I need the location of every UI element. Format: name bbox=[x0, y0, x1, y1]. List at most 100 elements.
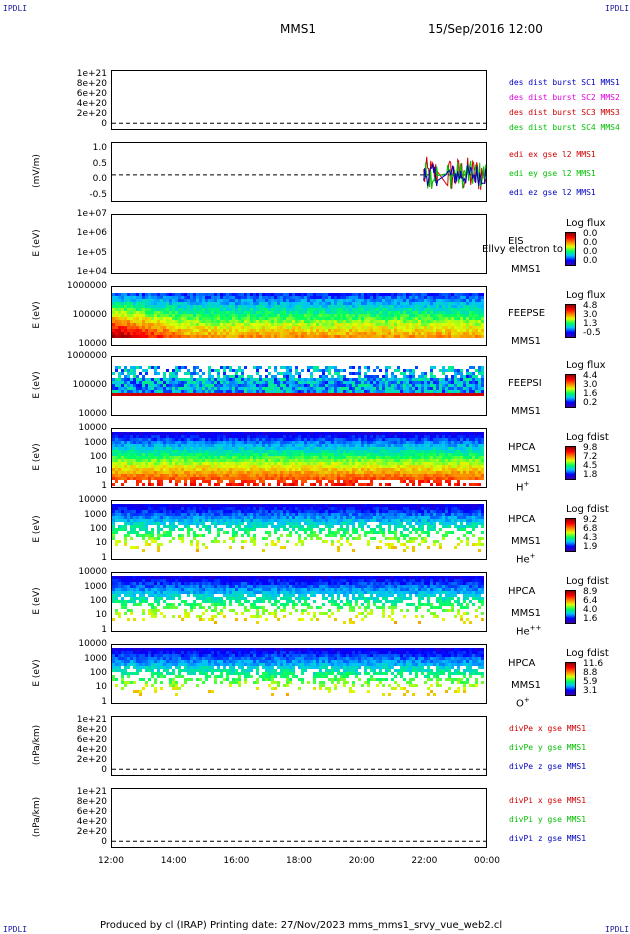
series-line-1 bbox=[423, 156, 486, 190]
y-axis-title: E (eV) bbox=[32, 587, 42, 615]
spacecraft-title: MMS1 bbox=[280, 22, 316, 36]
y-tick-label: 10000 bbox=[78, 639, 107, 650]
spacecraft-label: MMS1 bbox=[511, 536, 541, 547]
spacecraft-label: MMS1 bbox=[511, 264, 541, 275]
instrument-label: EIS bbox=[508, 236, 524, 247]
y-tick-label: 8e+20 bbox=[76, 78, 107, 89]
plot-area bbox=[112, 215, 486, 273]
y-tick-label: 1e+04 bbox=[76, 266, 107, 277]
corner-label-top-right: IPDLI bbox=[605, 4, 630, 13]
y-axis-title: (mV/m) bbox=[32, 154, 42, 188]
y-tick-label: 1e+06 bbox=[76, 228, 107, 239]
y-tick-label: 100 bbox=[89, 596, 107, 606]
species-charge: + bbox=[523, 480, 530, 488]
y-tick-label: 10000 bbox=[78, 567, 107, 578]
x-tick-label: 00:00 bbox=[474, 856, 500, 866]
plot-area bbox=[112, 648, 484, 696]
y-tick-label: 10 bbox=[95, 538, 107, 549]
colorbar-tick-label: 1.6 bbox=[583, 614, 598, 624]
y-tick-label: 1000 bbox=[84, 653, 107, 664]
spectrogram-panel bbox=[111, 428, 487, 488]
y-tick-label: 0.0 bbox=[92, 174, 107, 185]
colorbar-tick-label: 7.2 bbox=[583, 452, 598, 462]
species-name: He bbox=[516, 554, 530, 566]
spectrogram-panel bbox=[111, 644, 487, 704]
corner-label-bottom-left: IPDLI bbox=[3, 925, 28, 934]
y-tick-label: 1e+21 bbox=[76, 68, 107, 79]
colorbar bbox=[565, 590, 576, 624]
legend-entry: divPi y gse MMS1 bbox=[509, 815, 587, 824]
y-tick-label: 4e+20 bbox=[76, 745, 107, 756]
colorbar bbox=[565, 662, 576, 696]
species-charge: ++ bbox=[529, 624, 542, 632]
y-tick-label: 1e+05 bbox=[76, 247, 107, 258]
y-tick-label: 1e+07 bbox=[76, 209, 107, 220]
y-tick-label: 100 bbox=[89, 668, 107, 678]
y-tick-label: 10000 bbox=[78, 338, 107, 349]
y-tick-label: 4e+20 bbox=[76, 817, 107, 828]
colorbar-tick-label: 8.8 bbox=[583, 668, 598, 678]
y-axis-title: E (eV) bbox=[32, 371, 42, 399]
legend-entry: des dist burst SC3 MMS3 bbox=[509, 108, 620, 117]
y-tick-label: 10000 bbox=[78, 495, 107, 506]
y-tick-label: 100 bbox=[89, 452, 107, 462]
legend-entry: edi ez gse l2 MMS1 bbox=[509, 188, 596, 197]
legend-entry: edi ex gse l2 MMS1 bbox=[509, 150, 596, 159]
colorbar bbox=[565, 374, 576, 408]
colorbar-tick-label: 1.3 bbox=[583, 319, 598, 329]
x-tick-label: 18:00 bbox=[286, 856, 312, 866]
colorbar-tick-label: 1.8 bbox=[583, 470, 598, 480]
colorbar-tick-label: 0.2 bbox=[583, 398, 598, 408]
colorbar-tick-label: 0.0 bbox=[583, 256, 598, 266]
y-tick-label: 0.5 bbox=[92, 158, 107, 169]
colorbar-tick-label: 9.2 bbox=[583, 515, 598, 525]
colorbar-tick-label: 1.6 bbox=[583, 389, 598, 399]
colorbar bbox=[565, 518, 576, 552]
legend-entry: edi ey gse l2 MMS1 bbox=[509, 169, 596, 178]
y-tick-label: 100 bbox=[89, 524, 107, 534]
spacecraft-label: MMS1 bbox=[511, 406, 541, 417]
plot-area bbox=[112, 366, 484, 396]
y-tick-label: 10000 bbox=[78, 423, 107, 434]
colorbar-title: Log flux bbox=[566, 290, 606, 301]
y-tick-label: 10 bbox=[95, 610, 107, 621]
colorbar-tick-label: 0.0 bbox=[583, 229, 598, 239]
colorbar-tick-label: 3.1 bbox=[583, 686, 598, 696]
y-axis-title: E (eV) bbox=[32, 301, 42, 329]
colorbar-title: Log fdist bbox=[566, 576, 609, 587]
spacecraft-label: MMS1 bbox=[511, 608, 541, 619]
y-axis-title: (nPa/km) bbox=[32, 724, 42, 766]
x-tick-label: 12:00 bbox=[98, 856, 124, 866]
plot-area bbox=[112, 504, 484, 552]
colorbar-tick-label: -0.5 bbox=[583, 328, 601, 338]
spectrogram-panel bbox=[111, 214, 487, 274]
legend-entry: des dist burst SC4 MMS4 bbox=[509, 123, 620, 132]
y-tick-label: 1 bbox=[101, 696, 107, 707]
colorbar-tick-label: 4.5 bbox=[583, 461, 598, 471]
y-tick-label: 10 bbox=[95, 466, 107, 477]
timeseries-panel bbox=[111, 142, 487, 202]
species-label: He+ bbox=[516, 552, 536, 565]
y-tick-label: 1 bbox=[101, 480, 107, 491]
y-axis-title: E (eV) bbox=[32, 443, 42, 471]
x-tick-label: 20:00 bbox=[348, 856, 375, 866]
colorbar bbox=[565, 304, 576, 338]
colorbar-tick-label: 1.9 bbox=[583, 542, 598, 552]
species-charge: + bbox=[529, 552, 536, 560]
spectrogram-panel bbox=[111, 500, 487, 560]
y-tick-label: 0 bbox=[101, 119, 107, 130]
colorbar-tick-label: 4.4 bbox=[583, 371, 598, 381]
y-tick-label: 2e+20 bbox=[76, 755, 107, 766]
y-tick-label: 1000000 bbox=[66, 351, 107, 362]
y-tick-label: 1000000 bbox=[66, 281, 107, 292]
species-charge: + bbox=[523, 696, 530, 704]
y-tick-label: 6e+20 bbox=[76, 734, 107, 745]
plot-area bbox=[112, 432, 484, 486]
y-tick-label: 1000 bbox=[84, 437, 107, 448]
spacecraft-label: MMS1 bbox=[511, 680, 541, 691]
datetime-title: 15/Sep/2016 12:00 bbox=[428, 22, 543, 36]
y-tick-label: 10000 bbox=[78, 408, 107, 419]
colorbar-title: Log fdist bbox=[566, 504, 609, 515]
legend-entry: des dist burst SC2 MMS2 bbox=[509, 93, 620, 102]
instrument-label: HPCA bbox=[508, 586, 536, 597]
